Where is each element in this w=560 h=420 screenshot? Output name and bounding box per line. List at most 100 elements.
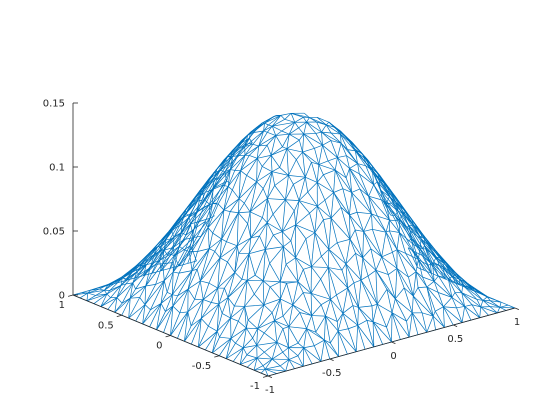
- mesh-edge-313: [155, 263, 163, 265]
- mesh-edge-162: [104, 290, 108, 295]
- mesh-edge-621: [266, 222, 283, 233]
- mesh-edge-32: [198, 318, 202, 348]
- mesh-edge-147: [129, 285, 146, 299]
- mesh-edge-204: [203, 299, 212, 303]
- mesh-edge-62: [128, 298, 131, 319]
- mesh-edge-201: [211, 302, 219, 305]
- mesh-edge-1251: [321, 124, 327, 133]
- mesh-edge-191: [237, 306, 245, 322]
- mesh-edge-1035: [337, 238, 351, 243]
- mesh-edge-1045: [311, 162, 318, 183]
- mesh-edge-80: [86, 292, 89, 301]
- x-tick-mark-3: [453, 324, 458, 327]
- mesh-edge-769: [336, 321, 339, 331]
- mesh-edge-432: [288, 326, 299, 344]
- mesh-edge-959: [307, 182, 318, 193]
- mesh-edge-598: [324, 339, 331, 344]
- mesh-edge-877: [293, 176, 306, 185]
- mesh-edge-968: [286, 139, 300, 149]
- mesh-edge-1092: [209, 202, 217, 205]
- mesh-edge-881: [279, 167, 289, 176]
- mesh-edge-380: [209, 248, 215, 252]
- mesh-edge-1510: [432, 263, 439, 277]
- mesh-edge-538: [250, 235, 260, 239]
- mesh-edge-1102: [178, 245, 190, 267]
- mesh-edge-1385: [426, 286, 434, 317]
- mesh-edge-523: [286, 283, 294, 306]
- mesh-edge-1285: [340, 143, 347, 156]
- mesh-edge-122: [187, 311, 192, 326]
- mesh-edge-695: [303, 266, 312, 270]
- mesh-edge-130: [172, 295, 178, 307]
- mesh-edge-629: [243, 202, 251, 213]
- mesh-edge-9: [246, 357, 258, 368]
- mesh-edge-208: [199, 280, 204, 300]
- mesh-edge-1298: [411, 312, 419, 335]
- mesh-edge-774: [330, 294, 337, 300]
- mesh-edge-56: [142, 304, 146, 324]
- mesh-edge-322: [136, 271, 140, 276]
- mesh-edge-1694: [424, 245, 444, 268]
- mesh-edge-1010: [190, 221, 199, 225]
- mesh-edge-564: [196, 192, 206, 213]
- mesh-edge-1403: [385, 196, 390, 204]
- mesh-edge-1358: [385, 203, 390, 221]
- mesh-edge-294: [199, 251, 216, 282]
- mesh-edge-1054: [289, 133, 300, 141]
- mesh-edge-209: [194, 280, 201, 300]
- mesh-edge-225: [155, 280, 165, 285]
- mesh-edge-1117: [355, 253, 363, 259]
- mesh-edge-263: [276, 342, 289, 348]
- mesh-edge-368: [234, 272, 243, 280]
- mesh-edge-272: [257, 304, 265, 329]
- mesh-edge-1139: [298, 127, 305, 135]
- mesh-edge-1536: [378, 178, 392, 198]
- mesh-edge-187: [246, 327, 258, 330]
- mesh-edge-297: [196, 248, 210, 270]
- mesh-edge-1133: [314, 148, 320, 165]
- mesh-edge-1675: [472, 288, 475, 291]
- mesh-edge-977: [267, 125, 273, 133]
- mesh-edge-354: [274, 298, 281, 321]
- mesh-edge-1009: [190, 203, 210, 225]
- mesh-edge-1719: [467, 283, 488, 297]
- mesh-edge-1059: [281, 122, 295, 132]
- mesh-edge-927: [173, 223, 191, 248]
- mesh-edge-1425: [426, 286, 444, 308]
- mesh-edge-1379: [333, 126, 347, 138]
- mesh-edge-1241: [337, 157, 347, 179]
- mesh-edge-1731: [442, 266, 460, 286]
- mesh-edge-1107: [372, 321, 392, 343]
- mesh-edge-1387: [415, 271, 419, 288]
- mesh-edge-764: [143, 272, 153, 276]
- mesh-edge-349: [282, 326, 289, 329]
- mesh-edge-1093: [198, 204, 210, 222]
- mesh-edge-932: [160, 253, 172, 271]
- mesh-edge-93: [257, 357, 273, 360]
- mesh-edge-753: [159, 229, 172, 248]
- mesh-edge-1349: [396, 249, 417, 272]
- mesh-edge-945: [341, 269, 348, 289]
- mesh-edge-1015: [173, 237, 194, 257]
- mesh-edge-287: [217, 272, 236, 289]
- mesh-edge-1040: [330, 192, 334, 219]
- mesh-edge-596: [324, 339, 331, 360]
- mesh-edge-683: [330, 330, 339, 344]
- mesh-edge-347: [282, 328, 289, 348]
- mesh-edge-271: [247, 319, 258, 329]
- mesh-edge-280: [227, 297, 235, 307]
- mesh-edge-1004: [204, 187, 215, 200]
- mesh-edge-1572: [395, 201, 415, 226]
- mesh-edge-1227: [375, 256, 383, 271]
- mesh-edge-179: [264, 342, 278, 353]
- mesh-edge-1586: [461, 292, 481, 308]
- mesh-edge-1087: [213, 171, 226, 189]
- mesh-edge-18: [225, 343, 236, 359]
- mesh-edge-1461: [443, 306, 454, 326]
- mesh-edge-443: [269, 281, 281, 288]
- mesh-edge-1264: [387, 274, 396, 299]
- mesh-edge-199: [218, 297, 229, 305]
- y-tick-label-0: -1: [250, 381, 260, 392]
- mesh-edge-183: [252, 337, 258, 346]
- mesh-edge-1281: [349, 168, 360, 175]
